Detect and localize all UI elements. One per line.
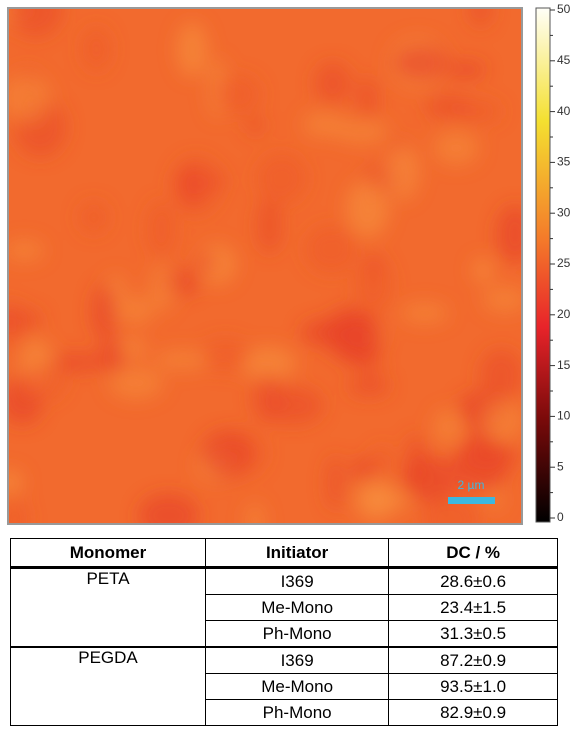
monomer-cell: PETA: [11, 568, 206, 648]
dc-cell: 31.3±0.5: [389, 621, 558, 648]
dc-cell: 82.9±0.9: [389, 700, 558, 726]
heatmap-blob: [301, 319, 353, 346]
heatmap-blob: [448, 62, 486, 78]
dc-cell: 93.5±1.0: [389, 674, 558, 700]
heatmap-blob: [177, 22, 208, 77]
heatmap: [8, 8, 522, 524]
heatmap-blob: [346, 179, 389, 237]
dc-cell: 28.6±0.6: [389, 568, 558, 595]
initiator-cell: Me-Mono: [206, 674, 389, 700]
colorbar-tick-label: 0: [557, 510, 564, 524]
page: 2 µm 0 5 10 15 20 25 30 35 40 45 50 MonomerInitiat…: [0, 0, 577, 745]
heatmap-blob: [348, 376, 390, 396]
heatmap-blob: [178, 164, 203, 208]
heatmap-blob: [400, 302, 449, 324]
heatmap-blob: [356, 257, 391, 311]
dc-cell: 23.4±1.5: [389, 595, 558, 621]
heatmap-blob: [327, 455, 344, 511]
initiator-cell: Ph-Mono: [206, 700, 389, 726]
heatmap-blob: [479, 400, 524, 441]
heatmap-blob: [373, 446, 392, 474]
heatmap-blob: [433, 131, 479, 166]
heatmap-blob: [122, 295, 153, 326]
heatmap-blob: [20, 365, 64, 400]
header-cell: Initiator: [206, 539, 389, 568]
heatmap-blob: [257, 154, 306, 203]
heatmap-blob: [472, 258, 493, 283]
colorbar-tick-label: 35: [557, 155, 571, 169]
heatmap-blob: [246, 117, 264, 135]
colorbar-tick-label: 20: [557, 307, 571, 321]
heatmap-blob: [196, 254, 217, 273]
heatmap-blob: [80, 201, 108, 233]
heatmap-blob: [425, 95, 473, 118]
heatmap-blob: [4, 239, 45, 261]
colorbar: [536, 8, 550, 522]
colorbar-tick-label: 45: [557, 53, 571, 67]
header-cell: Monomer: [11, 539, 206, 568]
initiator-cell: Ph-Mono: [206, 621, 389, 648]
heatmap-blob: [155, 349, 210, 370]
heatmap-blob: [462, 442, 520, 470]
heatmap-blob: [496, 205, 533, 263]
initiator-cell: I369: [206, 568, 389, 595]
monomer-cell: PEGDA: [11, 647, 206, 726]
colorbar-tick-label: 10: [557, 409, 571, 423]
scale-bar: [448, 497, 495, 504]
figure: 2 µm 0 5 10 15 20 25 30 35 40 45 50: [0, 0, 577, 532]
scale-bar-label: 2 µm: [458, 478, 485, 492]
heatmap-blob: [480, 349, 523, 400]
colorbar-tick-label: 5: [557, 459, 564, 473]
initiator-cell: I369: [206, 647, 389, 674]
initiator-cell: Me-Mono: [206, 595, 389, 621]
heatmap-blob: [99, 338, 126, 374]
heatmap-blob: [201, 430, 252, 478]
colorbar-tick-label: 50: [557, 2, 571, 16]
heatmap-blob: [305, 226, 357, 274]
header-cell: DC / %: [389, 539, 558, 568]
colorbar-tick-label: 25: [557, 256, 571, 270]
heatmap-blob: [147, 201, 176, 258]
heatmap-blob: [200, 339, 250, 372]
heatmap-blob: [82, 27, 110, 71]
heatmap-blob: [48, 354, 103, 372]
dc-cell: 87.2±0.9: [389, 647, 558, 674]
heatmap-blob: [355, 479, 395, 521]
heatmap-blob: [215, 75, 260, 114]
colorbar-tick-label: 15: [557, 358, 571, 372]
heatmap-blob: [385, 145, 419, 201]
heatmap-blob: [302, 111, 344, 138]
heatmap-blob: [92, 284, 118, 340]
colorbar-tick-label: 40: [557, 104, 571, 118]
colorbar-tick-label: 30: [557, 205, 571, 219]
heatmap-blob: [357, 77, 378, 121]
heatmap-blob: [402, 457, 458, 503]
heatmap-blob: [433, 409, 463, 445]
heatmap-blob: [150, 264, 175, 312]
heatmap-blob: [257, 198, 281, 254]
heatmap-blob: [393, 44, 449, 82]
heatmap-blob: [315, 62, 351, 104]
heatmap-blob: [252, 374, 284, 423]
